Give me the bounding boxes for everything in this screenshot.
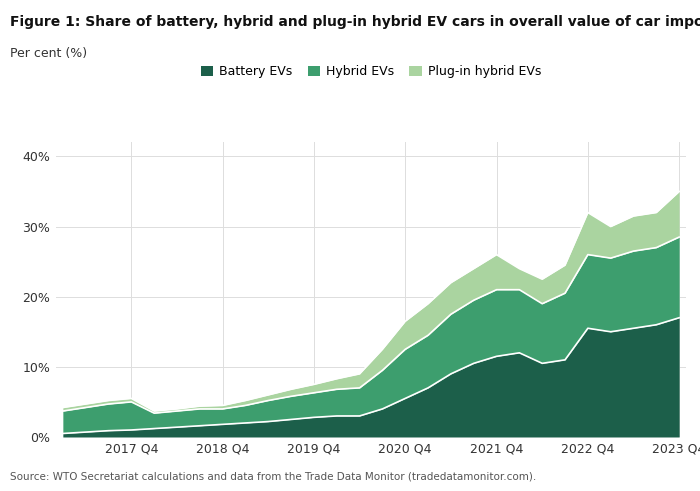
Text: Figure 1: Share of battery, hybrid and plug-in hybrid EV cars in overall value o: Figure 1: Share of battery, hybrid and p… (10, 15, 700, 29)
Text: Source: WTO Secretariat calculations and data from the Trade Data Monitor (trade: Source: WTO Secretariat calculations and… (10, 471, 537, 481)
Legend: Battery EVs, Hybrid EVs, Plug-in hybrid EVs: Battery EVs, Hybrid EVs, Plug-in hybrid … (195, 60, 547, 83)
Text: Per cent (%): Per cent (%) (10, 47, 88, 59)
